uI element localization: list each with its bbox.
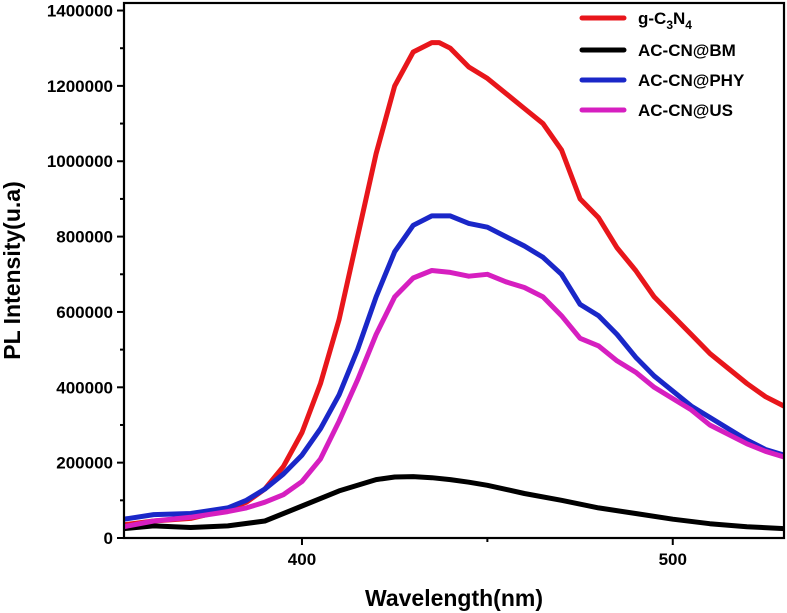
legend: g-C3N4 AC-CN@BM AC-CN@PHY AC-CN@US xyxy=(579,9,745,120)
y-tick-label: 600000 xyxy=(56,303,113,322)
legend-label-ac-cn-bm: AC-CN@BM xyxy=(638,41,736,60)
plot-frame xyxy=(122,1,786,540)
x-tick-label: 400 xyxy=(288,550,316,569)
series-line-ac-cn-bm xyxy=(124,474,784,532)
legend-label-main: g-C xyxy=(638,9,666,28)
legend-label-mid: N xyxy=(673,9,685,28)
legend-label-g-c3n4: g-C3N4 xyxy=(638,9,692,32)
y-axis-ticks: 0 200000 400000 600000 800000 1000000 1200000 1… xyxy=(47,2,124,548)
x-axis-title: Wavelength(nm) xyxy=(365,585,543,611)
legend-label-sub1: 3 xyxy=(666,18,673,32)
plot-area xyxy=(124,40,784,532)
y-tick-label: 1200000 xyxy=(47,77,113,96)
y-axis-title: PL Intensity(u.a) xyxy=(0,181,25,360)
y-tick-label: 0 xyxy=(104,529,113,548)
y-tick-label: 1400000 xyxy=(47,2,113,21)
series-line-ac-cn-phy xyxy=(124,213,784,522)
series-line-ac-cn-us xyxy=(124,268,784,530)
series-lines xyxy=(124,40,784,532)
x-axis-ticks: 400 500 xyxy=(288,538,687,569)
y-tick-label: 800000 xyxy=(56,228,113,247)
y-tick-label: 400000 xyxy=(56,378,113,397)
y-tick-label: 1000000 xyxy=(47,152,113,171)
legend-label-sub2: 4 xyxy=(685,18,692,32)
y-tick-label: 200000 xyxy=(56,454,113,473)
legend-label-ac-cn-phy: AC-CN@PHY xyxy=(638,71,745,90)
x-tick-label: 500 xyxy=(659,550,687,569)
series-line-g-c3n4 xyxy=(124,40,784,528)
legend-label-ac-cn-us: AC-CN@US xyxy=(638,101,733,120)
